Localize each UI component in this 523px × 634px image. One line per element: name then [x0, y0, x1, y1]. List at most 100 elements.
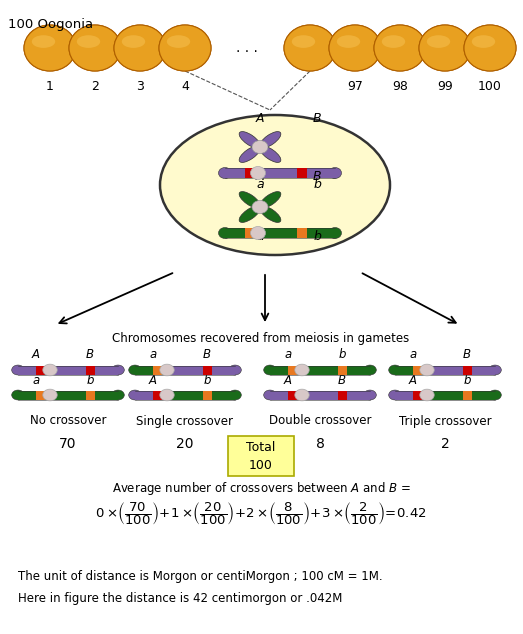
Text: B: B [203, 349, 211, 361]
Ellipse shape [69, 25, 121, 71]
Ellipse shape [114, 25, 166, 71]
Text: a: a [256, 230, 264, 243]
Text: Total: Total [246, 441, 276, 454]
Ellipse shape [77, 36, 100, 48]
FancyBboxPatch shape [427, 391, 495, 399]
Text: Average number of crossovers between $A$ and $B$ =: Average number of crossovers between $A$… [111, 480, 411, 497]
Ellipse shape [389, 390, 401, 400]
Ellipse shape [219, 167, 232, 179]
Ellipse shape [264, 390, 276, 400]
Text: B: B [313, 170, 321, 183]
FancyBboxPatch shape [36, 391, 44, 399]
FancyBboxPatch shape [167, 365, 235, 375]
FancyBboxPatch shape [225, 168, 335, 178]
Ellipse shape [43, 389, 57, 401]
Text: Triple crossover: Triple crossover [399, 415, 491, 427]
Ellipse shape [239, 146, 260, 162]
FancyBboxPatch shape [245, 228, 254, 238]
Text: A: A [256, 170, 264, 183]
Ellipse shape [259, 132, 281, 148]
Text: 8: 8 [315, 436, 324, 451]
FancyBboxPatch shape [395, 391, 427, 399]
FancyBboxPatch shape [395, 365, 427, 375]
Ellipse shape [167, 36, 190, 48]
FancyBboxPatch shape [36, 365, 44, 375]
Ellipse shape [374, 25, 426, 71]
Text: No crossover: No crossover [30, 415, 106, 427]
FancyBboxPatch shape [225, 228, 335, 238]
Text: b: b [338, 349, 346, 361]
Text: A: A [149, 373, 157, 387]
Ellipse shape [122, 36, 145, 48]
Text: A: A [284, 373, 292, 387]
FancyBboxPatch shape [427, 365, 495, 375]
Text: B: B [338, 373, 346, 387]
Ellipse shape [259, 191, 281, 208]
Ellipse shape [472, 36, 495, 48]
Text: Here in figure the distance is 42 centimorgon or .042M: Here in figure the distance is 42 centim… [18, 592, 343, 605]
Ellipse shape [12, 365, 24, 375]
Text: 3: 3 [136, 80, 144, 93]
Text: a: a [32, 373, 40, 387]
Text: 2: 2 [440, 436, 449, 451]
Ellipse shape [251, 167, 266, 179]
Ellipse shape [374, 25, 426, 71]
Text: Chromosomes recovered from meiosis in gametes: Chromosomes recovered from meiosis in ga… [112, 332, 410, 345]
FancyBboxPatch shape [337, 365, 347, 375]
FancyBboxPatch shape [462, 391, 472, 399]
Ellipse shape [159, 25, 211, 71]
Ellipse shape [12, 390, 24, 400]
Ellipse shape [264, 365, 276, 375]
Ellipse shape [114, 25, 166, 71]
Ellipse shape [295, 364, 309, 376]
Ellipse shape [129, 390, 141, 400]
Text: $0\times\!\left(\dfrac{70}{100}\right)\!+\!1\times\!\left(\dfrac{20}{100}\right): $0\times\!\left(\dfrac{70}{100}\right)\!… [95, 500, 427, 527]
Ellipse shape [229, 390, 241, 400]
Text: 100: 100 [249, 459, 273, 472]
Ellipse shape [239, 191, 260, 208]
Ellipse shape [252, 141, 268, 153]
Ellipse shape [284, 25, 336, 71]
Text: 70: 70 [59, 436, 77, 451]
FancyBboxPatch shape [18, 365, 50, 375]
Text: a: a [256, 178, 264, 191]
Ellipse shape [229, 365, 241, 375]
Ellipse shape [284, 25, 336, 71]
Ellipse shape [32, 36, 55, 48]
Ellipse shape [419, 25, 471, 71]
Ellipse shape [488, 390, 502, 400]
Ellipse shape [382, 36, 405, 48]
Ellipse shape [329, 25, 381, 71]
FancyBboxPatch shape [462, 365, 472, 375]
Ellipse shape [363, 365, 377, 375]
Text: 1: 1 [46, 80, 54, 93]
Ellipse shape [464, 25, 516, 71]
FancyBboxPatch shape [202, 391, 211, 399]
Text: 2: 2 [91, 80, 99, 93]
FancyBboxPatch shape [85, 365, 95, 375]
FancyBboxPatch shape [18, 391, 50, 399]
Ellipse shape [259, 206, 281, 223]
Ellipse shape [112, 390, 124, 400]
Ellipse shape [159, 25, 211, 71]
Ellipse shape [160, 364, 174, 376]
Ellipse shape [389, 365, 401, 375]
Text: A: A [409, 373, 417, 387]
FancyBboxPatch shape [413, 365, 422, 375]
FancyBboxPatch shape [302, 391, 370, 399]
FancyBboxPatch shape [202, 365, 211, 375]
Text: Single crossover: Single crossover [137, 415, 233, 427]
Text: b: b [463, 373, 471, 387]
Text: . . .: . . . [236, 41, 258, 55]
FancyBboxPatch shape [228, 436, 294, 476]
Text: a: a [150, 349, 156, 361]
Text: B: B [463, 349, 471, 361]
Ellipse shape [112, 365, 124, 375]
Ellipse shape [251, 226, 266, 240]
Ellipse shape [295, 389, 309, 401]
Text: B: B [313, 112, 321, 125]
Text: 20: 20 [176, 436, 194, 451]
FancyBboxPatch shape [50, 365, 118, 375]
Ellipse shape [337, 36, 360, 48]
Text: b: b [86, 373, 94, 387]
